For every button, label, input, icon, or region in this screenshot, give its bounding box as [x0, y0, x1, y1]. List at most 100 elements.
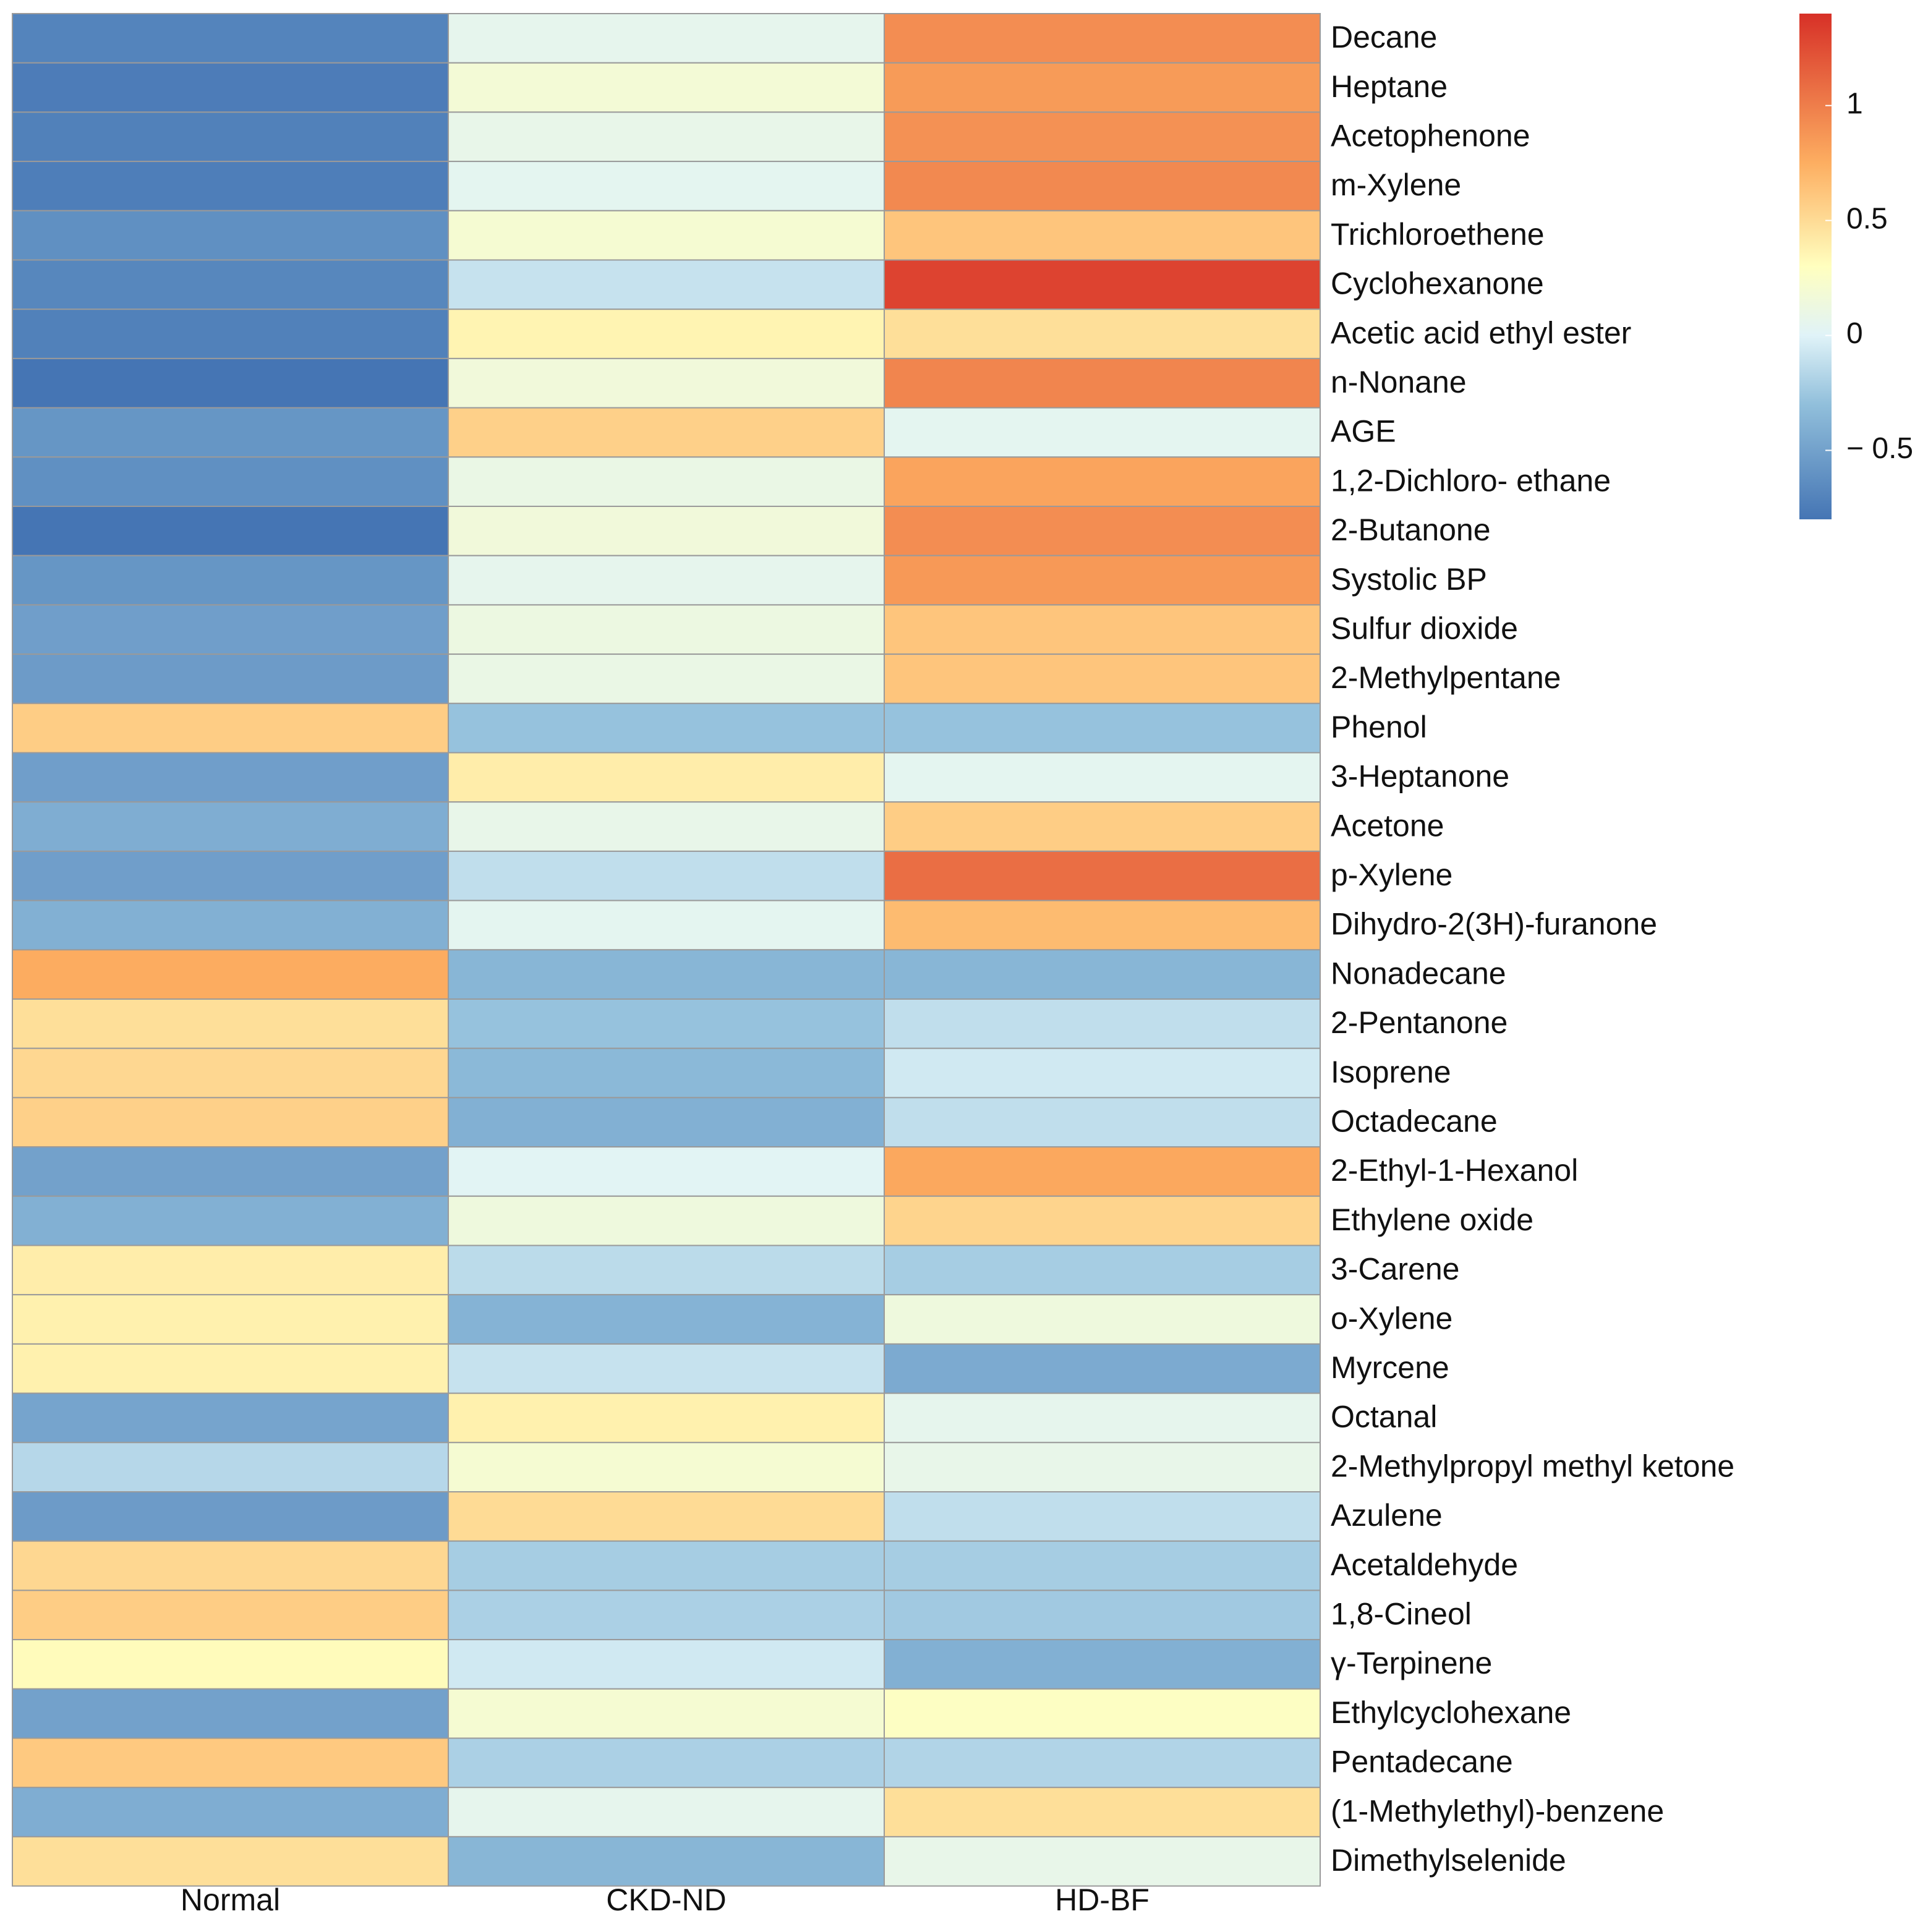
heatmap-cell [448, 1787, 885, 1837]
heatmap-cell [12, 210, 449, 261]
heatmap-cell [884, 1540, 1321, 1591]
heatmap-cell [448, 1343, 885, 1394]
heatmap-cell [12, 111, 449, 163]
heatmap-cell [448, 111, 885, 163]
heatmap-cell [448, 949, 885, 1000]
heatmap-cell [12, 1047, 449, 1099]
heatmap-cell [12, 1294, 449, 1345]
heatmap-cell [884, 1294, 1321, 1345]
heatmap-cell [448, 1294, 885, 1345]
heatmap-cell [448, 1540, 885, 1591]
heatmap-cell [12, 161, 449, 211]
row-label: Trichloroethene [1331, 217, 1545, 252]
heatmap-cell [884, 998, 1321, 1049]
row-label: 2-Pentanone [1331, 1005, 1508, 1040]
heatmap-cell [884, 111, 1321, 163]
legend-tick-label: − 0.5 [1846, 432, 1913, 465]
row-label: γ-Terpinene [1331, 1646, 1492, 1680]
row-label: Nonadecane [1331, 956, 1506, 990]
legend-tick-label: 1 [1846, 87, 1863, 120]
row-label: Ethylene oxide [1331, 1202, 1533, 1237]
heatmap-cell [12, 1146, 449, 1197]
heatmap-cell [12, 1392, 449, 1444]
heatmap-cell [12, 604, 449, 655]
heatmap-cell [884, 210, 1321, 261]
heatmap-cell [884, 1146, 1321, 1197]
heatmap-cell [448, 900, 885, 951]
heatmap-cell [12, 357, 449, 409]
row-label: 2-Butanone [1331, 513, 1491, 547]
heatmap-cell [884, 850, 1321, 901]
heatmap-cell [448, 702, 885, 754]
row-label: 3-Carene [1331, 1252, 1459, 1287]
heatmap-cell [12, 1589, 449, 1641]
heatmap-cell [448, 1639, 885, 1690]
heatmap-cell [884, 949, 1321, 1000]
legend-tick-label: 0 [1846, 317, 1863, 350]
legend-tick-label: 0.5 [1846, 202, 1888, 235]
heatmap-cell [884, 309, 1321, 359]
row-label: 3-Heptanone [1331, 759, 1509, 794]
heatmap-cell [12, 1491, 449, 1542]
row-label: Sulfur dioxide [1331, 611, 1518, 645]
heatmap-cell [448, 506, 885, 556]
column-label: HD-BF [1055, 1883, 1150, 1917]
heatmap-cell [448, 752, 885, 803]
column-label: CKD-ND [606, 1883, 726, 1917]
heatmap-cell [12, 949, 449, 1000]
row-label: Cyclohexanone [1331, 266, 1544, 301]
heatmap-cell [12, 309, 449, 359]
heatmap-cell [448, 1097, 885, 1148]
heatmap-cell [448, 1491, 885, 1542]
row-label: n-Nonane [1331, 365, 1467, 399]
heatmap-cell [12, 407, 449, 458]
row-label: 2-Methylpropyl methyl ketone [1331, 1449, 1734, 1483]
heatmap-cell [448, 604, 885, 655]
row-label: Heptane [1331, 69, 1448, 104]
heatmap-cell [448, 309, 885, 359]
heatmap-cell [884, 407, 1321, 458]
row-label: AGE [1331, 414, 1396, 449]
heatmap-cells [12, 13, 1321, 1887]
row-label: Octanal [1331, 1400, 1437, 1434]
row-label: 2-Methylpentane [1331, 660, 1561, 695]
heatmap-cell [448, 1392, 885, 1444]
heatmap-cell [12, 998, 449, 1049]
heatmap-cell [12, 1787, 449, 1837]
heatmap-cell [884, 1491, 1321, 1542]
row-label: o-Xylene [1331, 1301, 1452, 1335]
heatmap-cell [884, 1442, 1321, 1493]
heatmap-cell [12, 1097, 449, 1148]
heatmap-cell [448, 1195, 885, 1246]
row-label: 1,8-Cineol [1331, 1596, 1472, 1631]
row-label: Myrcene [1331, 1350, 1449, 1385]
heatmap-cell [884, 1589, 1321, 1641]
heatmap-cell [12, 555, 449, 606]
heatmap-cell [884, 752, 1321, 803]
heatmap-cell [12, 1195, 449, 1246]
heatmap-cell [884, 555, 1321, 606]
heatmap-cell [884, 1047, 1321, 1099]
heatmap-cell [12, 1442, 449, 1493]
heatmap-cell [448, 850, 885, 901]
row-label: Dihydro-2(3H)-furanone [1331, 907, 1657, 942]
color-legend: − 0.5 0 0.5 1 [1799, 14, 1913, 519]
row-label: Decane [1331, 20, 1437, 54]
row-label: Ethylcyclohexane [1331, 1695, 1571, 1730]
row-label: Dimethylselenide [1331, 1843, 1566, 1878]
heatmap-cell [884, 1195, 1321, 1246]
heatmap-cell [12, 456, 449, 507]
heatmap-cell [884, 13, 1321, 64]
heatmap-cell [448, 210, 885, 261]
heatmap-cell [12, 13, 449, 64]
heatmap-cell [12, 62, 449, 113]
heatmap-cell [884, 506, 1321, 556]
heatmap-cell [12, 850, 449, 901]
row-label: Acetic acid ethyl ester [1331, 315, 1631, 350]
heatmap-cell [12, 1836, 449, 1887]
heatmap-cell [884, 1343, 1321, 1394]
heatmap-cell [448, 1245, 885, 1296]
row-label: Isoprene [1331, 1055, 1451, 1089]
heatmap-cell [884, 357, 1321, 409]
heatmap-cell [448, 1836, 885, 1887]
